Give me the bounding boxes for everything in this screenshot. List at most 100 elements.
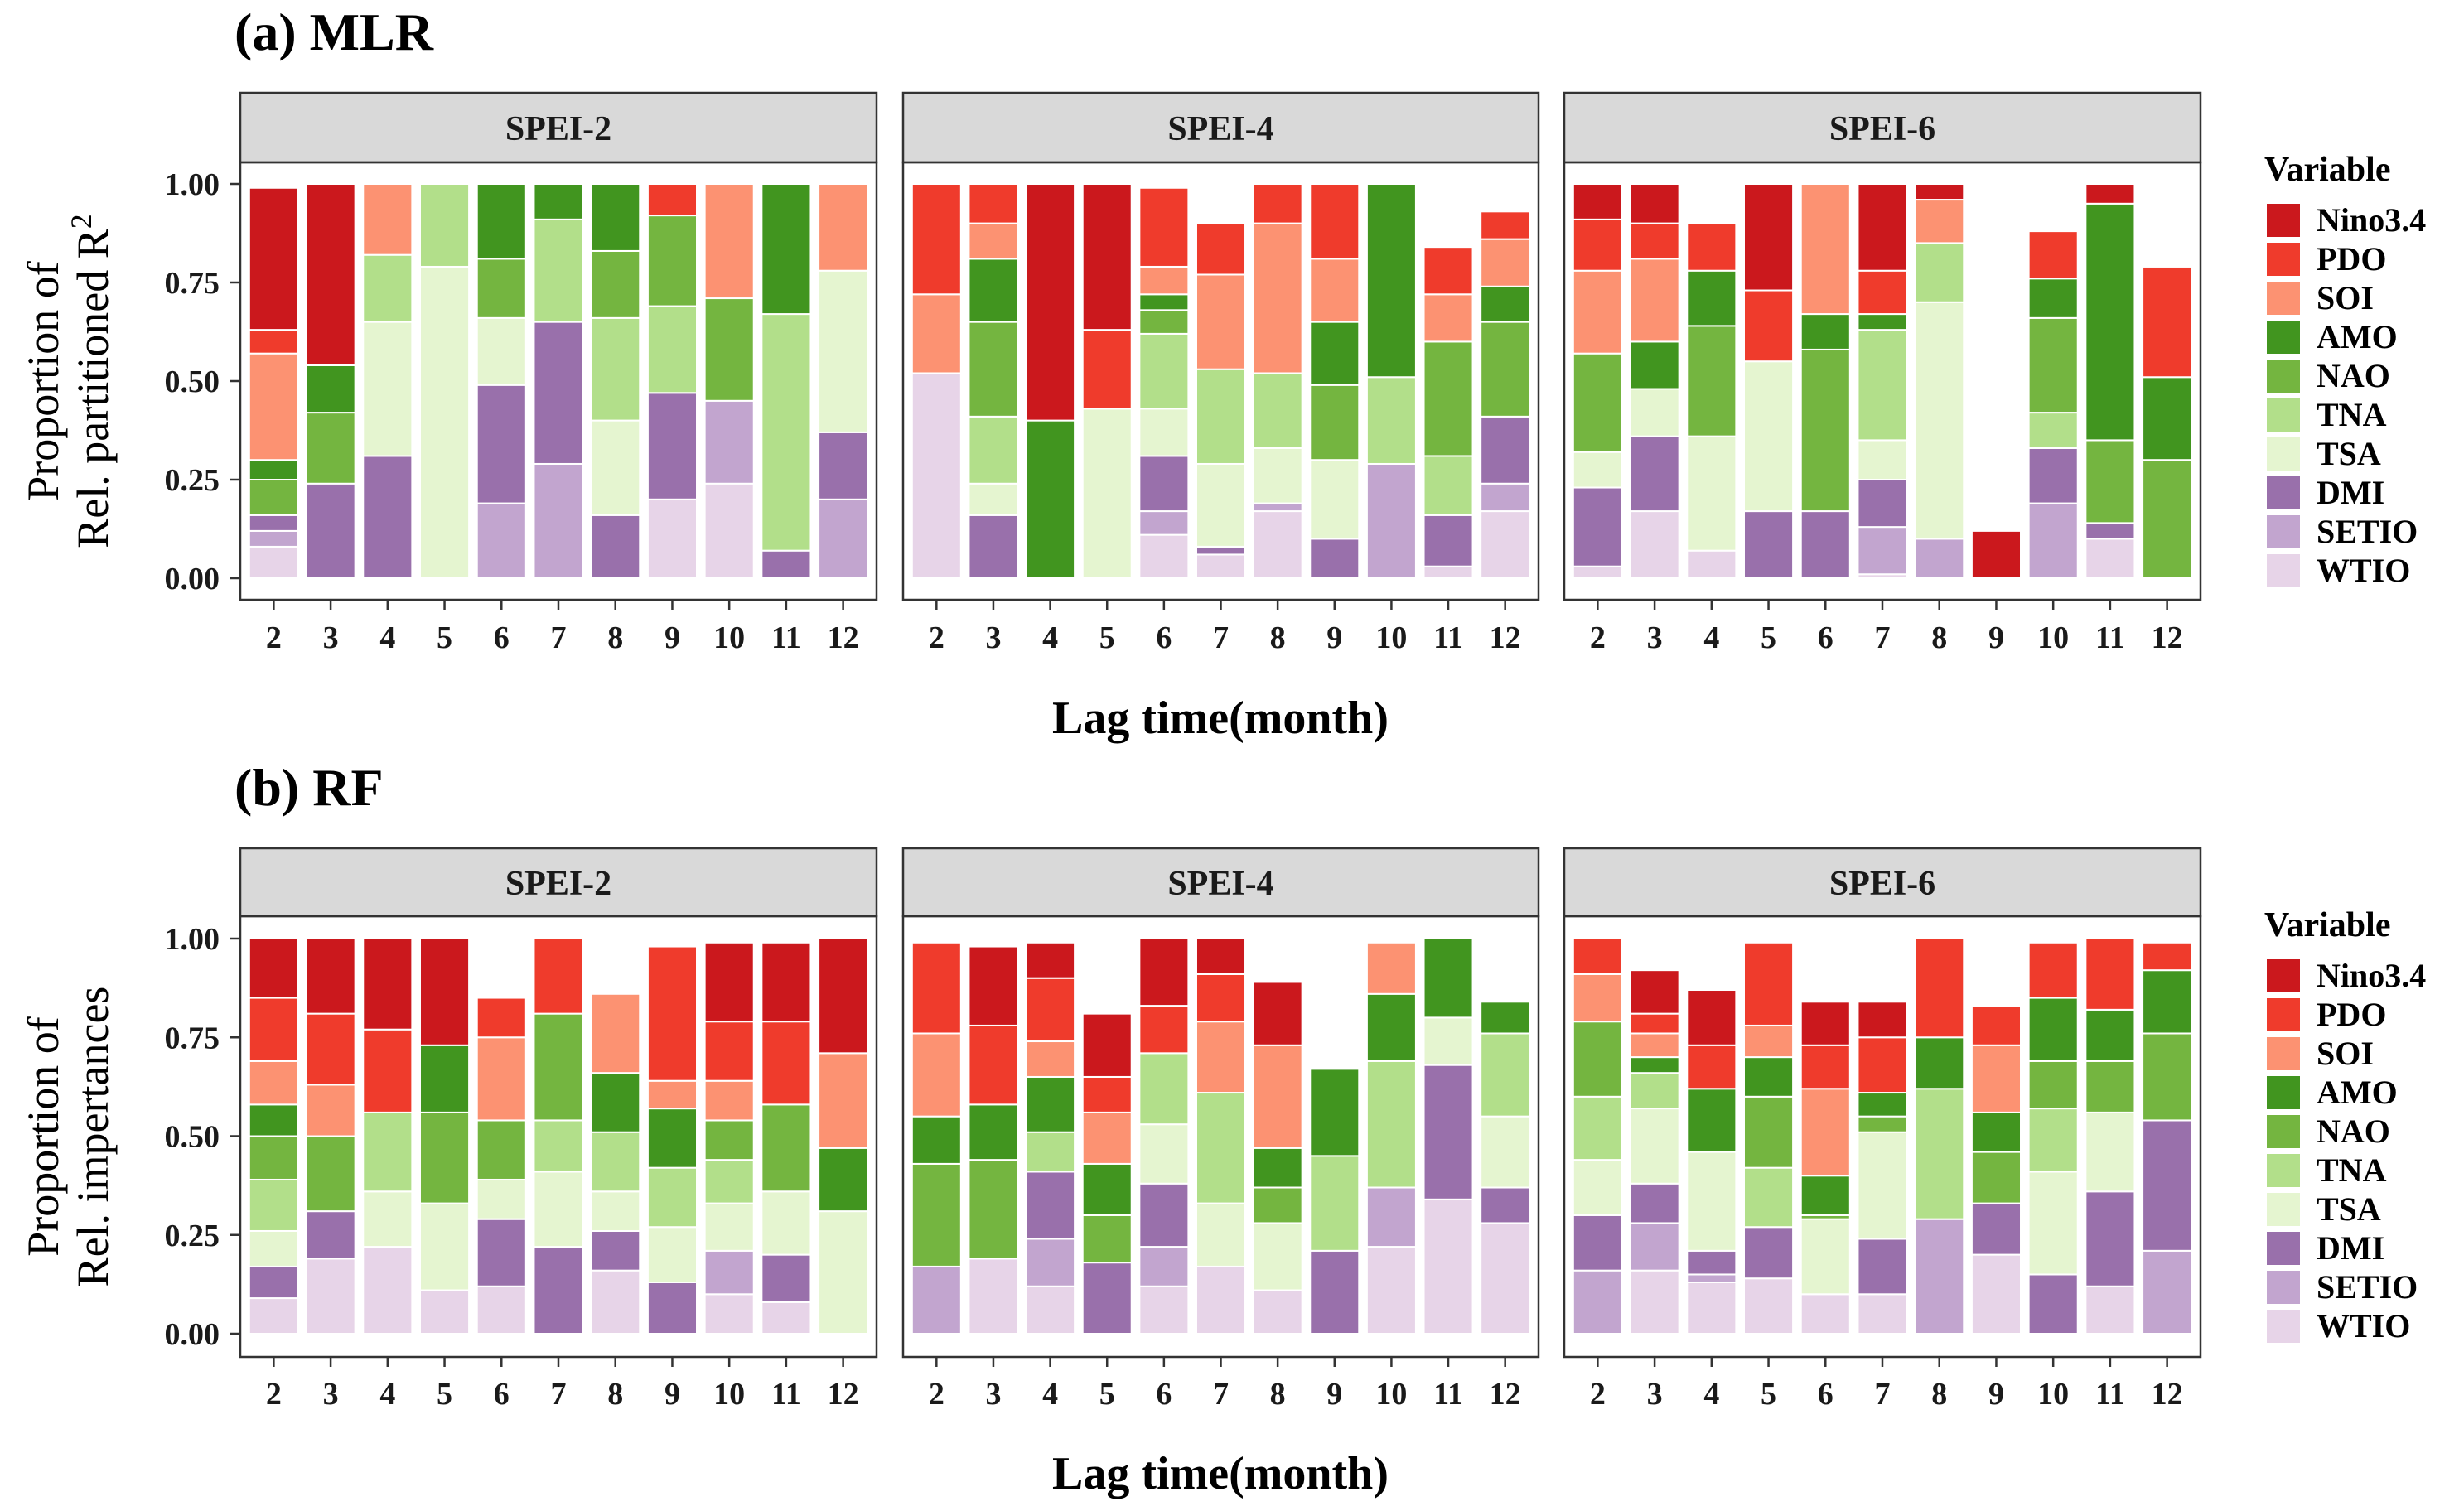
bar-segment-dmi — [533, 1246, 584, 1335]
facet-strip — [901, 847, 1540, 918]
bar-segment-setio — [1686, 1273, 1737, 1283]
bar-segment-pdo — [248, 329, 299, 355]
bar-segment-amo — [248, 1103, 299, 1137]
bar-segment-dmi — [1480, 1186, 1531, 1224]
bar-segment-tna — [1480, 1032, 1531, 1118]
bar-segment-tsa — [1686, 435, 1737, 552]
bar-segment-setio — [533, 462, 584, 580]
bar-segment-tsa — [590, 1190, 641, 1232]
y-axis-label-line1: Proportion of — [18, 261, 68, 501]
bar-segment-tsa — [362, 321, 413, 457]
x-tick-label: 7 — [1875, 1377, 1891, 1412]
bar-segment-dmi — [1309, 538, 1360, 580]
bar-segment-nino34 — [1025, 183, 1076, 422]
bar-segment-dmi — [1423, 1064, 1474, 1200]
legend-label: TSA — [2317, 1190, 2381, 1228]
bar-segment-soi — [248, 1060, 299, 1106]
bar-segment-pdo — [1081, 1075, 1133, 1113]
legend-label: Nino3.4 — [2317, 201, 2426, 239]
bar-segment-tsa — [818, 269, 869, 433]
bar-segment-amo — [818, 1147, 869, 1213]
bar-segment-tna — [533, 218, 584, 323]
legend-label: DMI — [2317, 474, 2384, 511]
bar-segment-wtio — [1480, 1222, 1531, 1335]
bar-segment-nino34 — [305, 183, 356, 366]
x-tick-label: 9 — [1988, 1377, 2004, 1412]
bar-segment-nino34 — [1629, 183, 1680, 224]
bar-segment-wtio — [761, 1301, 812, 1335]
bar-segment-nino34 — [248, 186, 299, 331]
bar-segment-amo — [2085, 1008, 2136, 1062]
bar-segment-wtio — [911, 372, 962, 580]
x-tick-label: 12 — [1490, 1377, 1521, 1412]
bar-segment-amo — [2142, 969, 2193, 1035]
x-tick-label: 5 — [437, 620, 452, 655]
bar-segment-nino34 — [1081, 183, 1133, 331]
bar-segment-nino34 — [1629, 969, 1680, 1015]
bar-segment-nino34 — [1025, 941, 1076, 979]
bar-segment-tsa — [1252, 447, 1303, 504]
bar-segment-nino34 — [1252, 981, 1303, 1046]
bar-segment-amo — [305, 364, 356, 414]
x-tick-label: 8 — [607, 620, 623, 655]
facet-spei-4: SPEI-4 2 3 4 5 6 7 8 9 10 11 12 — [901, 847, 1540, 1412]
bar-segment-nino34 — [1572, 183, 1623, 220]
bar-segment-wtio — [1480, 510, 1531, 580]
facet-spei-2: SPEI-2 2 3 4 5 6 7 8 9 10 11 12 — [239, 847, 878, 1412]
x-tick-label: 12 — [1490, 620, 1521, 655]
x-tick-label: 2 — [1590, 620, 1606, 655]
bar-segment-soi — [968, 222, 1019, 260]
facet-strip-label: SPEI-6 — [1829, 865, 1935, 903]
bar-segment-amo — [1252, 1147, 1303, 1189]
bar-segment-wtio — [1572, 565, 1623, 579]
bar-segment-dmi — [1572, 486, 1623, 567]
panel-rf: (b) RF Proportion of Rel. impertances 0.00 0… — [18, 758, 2426, 1499]
legend-title: Variable — [2264, 151, 2390, 189]
panel-title: (b) RF — [234, 758, 384, 817]
legend-swatch — [2267, 998, 2300, 1031]
legend-label: PDO — [2317, 240, 2386, 278]
x-tick-label: 8 — [607, 1377, 623, 1412]
bar-segment-nao — [2085, 1060, 2136, 1113]
facet-strip-label: SPEI-2 — [505, 865, 611, 903]
bar-segment-soi — [1365, 941, 1417, 995]
bar-segment-dmi — [1025, 1171, 1076, 1240]
bar-segment-wtio — [1138, 1285, 1190, 1335]
legend-swatch — [2267, 437, 2300, 471]
bar-segment-tna — [646, 1166, 698, 1229]
bar-segment-tna — [968, 415, 1019, 485]
facet-spei-4: SPEI-4 2 3 4 5 6 7 8 9 10 11 12 — [901, 91, 1540, 655]
bar-segment-setio — [1857, 526, 1908, 576]
bar-segment-tsa — [1629, 388, 1680, 437]
bar-segment-nino34 — [1914, 183, 1965, 201]
bar-segment-tna — [1742, 1166, 1795, 1229]
bar-segment-pdo — [2142, 941, 2193, 972]
bar-segment-nino34 — [362, 938, 413, 1031]
bar-segment-soi — [590, 992, 641, 1074]
x-tick-label: 9 — [1326, 1377, 1342, 1412]
bar-segment-pdo — [362, 1028, 413, 1113]
bar-segment-dmi — [1195, 545, 1247, 556]
bar-segment-pdo — [646, 945, 698, 1082]
bar-segment-dmi — [2142, 1119, 2193, 1252]
bar-segment-wtio — [703, 482, 755, 580]
bar-segment-pdo — [1572, 218, 1623, 272]
y-tick-label: 0.75 — [165, 266, 220, 301]
x-tick-label: 2 — [929, 620, 945, 655]
bar-segment-dmi — [1742, 510, 1795, 580]
x-tick-label: 8 — [1270, 1377, 1286, 1412]
x-tick-label: 4 — [379, 620, 395, 655]
bar-segment-soi — [1800, 1088, 1851, 1177]
bar-segment-pdo — [1195, 222, 1247, 276]
facet-strip-label: SPEI-6 — [1829, 110, 1935, 148]
bar-segment-wtio — [1629, 510, 1680, 580]
bar-segment-amo — [1309, 1068, 1360, 1157]
bar-segment-dmi — [362, 455, 413, 579]
y-tick-label: 0.50 — [165, 364, 220, 399]
facet-strip — [239, 847, 878, 918]
bar-segment-wtio — [703, 1293, 755, 1335]
x-tick-label: 12 — [828, 1377, 859, 1412]
bar-segment-tsa — [1857, 439, 1908, 481]
bar-segment-wtio — [1423, 565, 1474, 579]
bar-segment-amo — [2027, 997, 2079, 1062]
